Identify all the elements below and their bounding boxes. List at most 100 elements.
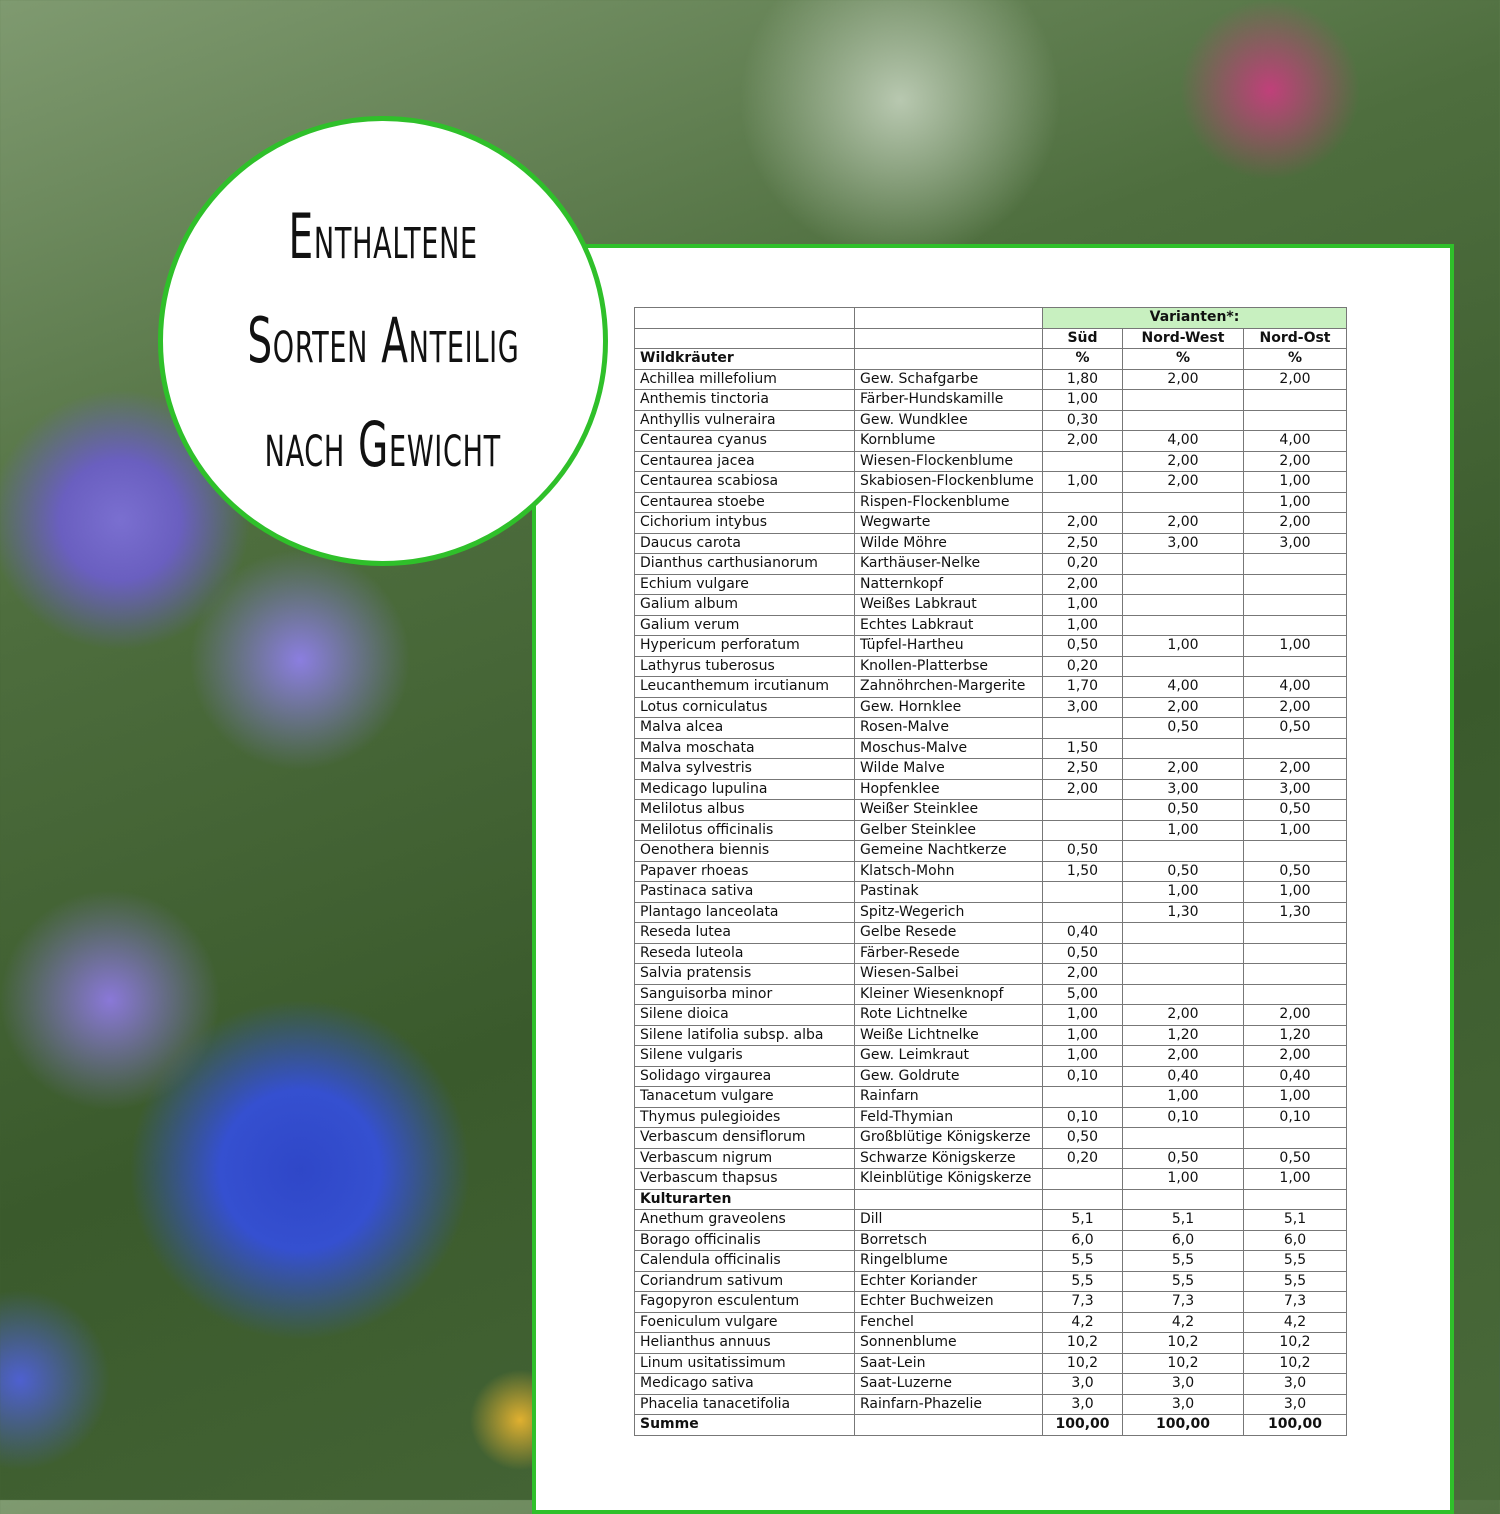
latin-name-cell: Salvia pratensis <box>634 963 855 985</box>
nord-west-value-cell: 0,40 <box>1122 1065 1244 1087</box>
latin-name-cell: Daucus carota <box>634 532 855 554</box>
total-value-cell: 100,00 <box>1243 1414 1347 1436</box>
table-row: Anthemis tinctoria Färber-Hundskamille 1,0… <box>634 389 1347 411</box>
table-row: Pastinaca sativa Pastinak 1,00 1,00 <box>634 881 1347 903</box>
german-name-cell: Knollen-Platterbse <box>854 655 1043 677</box>
nord-west-value-cell: 10,2 <box>1122 1332 1244 1354</box>
sued-value-cell: 10,2 <box>1042 1352 1123 1374</box>
nord-west-value-cell: 5,5 <box>1122 1270 1244 1292</box>
german-name-cell: Färber-Hundskamille <box>854 389 1043 411</box>
table-row: Centaurea scabiosa Skabiosen-Flockenblume… <box>634 471 1347 493</box>
sued-value-cell: 2,00 <box>1042 430 1123 452</box>
sued-value-cell: 3,0 <box>1042 1393 1123 1415</box>
table-row: Phacelia tanacetifolia Rainfarn-Phazelie 3… <box>634 1393 1347 1415</box>
latin-name-cell: Galium album <box>634 594 855 616</box>
nord-west-value-cell: 3,0 <box>1122 1373 1244 1395</box>
nord-ost-value-cell: 0,10 <box>1243 1106 1347 1128</box>
column-header-sued: Süd <box>1042 327 1123 349</box>
german-name-cell: Pastinak <box>854 881 1043 903</box>
german-name-cell: Färber-Resede <box>854 942 1043 964</box>
latin-name-cell: Verbascum nigrum <box>634 1147 855 1169</box>
german-name-cell: Großblütige Königskerze <box>854 1127 1043 1149</box>
empty-cell <box>854 1188 1043 1210</box>
german-name-cell: Karthäuser-Nelke <box>854 553 1043 575</box>
nord-west-value-cell: 1,00 <box>1122 881 1244 903</box>
nord-ost-value-cell: 0,40 <box>1243 1065 1347 1087</box>
latin-name-cell: Centaurea scabiosa <box>634 471 855 493</box>
german-name-cell: Sonnenblume <box>854 1332 1043 1354</box>
table-row: Centaurea jacea Wiesen-Flockenblume 2,00 2,… <box>634 450 1347 472</box>
nord-west-value-cell <box>1122 614 1244 636</box>
latin-name-cell: Plantago lanceolata <box>634 901 855 923</box>
german-name-cell: Gelbe Resede <box>854 922 1043 944</box>
table-row: Foeniculum vulgare Fenchel 4,2 4,2 4,2 <box>634 1311 1347 1333</box>
nord-west-value-cell: 6,0 <box>1122 1229 1244 1251</box>
table-row: Fagopyron esculentum Echter Buchweizen 7,3… <box>634 1291 1347 1313</box>
sued-value-cell <box>1042 1086 1123 1108</box>
table-row: Leucanthemum ircutianum Zahnöhrchen-Marge… <box>634 676 1347 698</box>
table-row: Daucus carota Wilde Möhre 2,50 3,00 3,00 <box>634 532 1347 554</box>
table-row: Verbascum nigrum Schwarze Königskerze 0,20… <box>634 1147 1347 1169</box>
table-row: Verbascum thapsus Kleinblütige Königskerz… <box>634 1168 1347 1190</box>
nord-west-value-cell: 10,2 <box>1122 1352 1244 1374</box>
german-name-cell: Echter Koriander <box>854 1270 1043 1292</box>
table-row: Anethum graveolens Dill 5,1 5,1 5,1 <box>634 1209 1347 1231</box>
nord-ost-value-cell: 5,5 <box>1243 1270 1347 1292</box>
nord-west-value-cell: 2,00 <box>1122 450 1244 472</box>
german-name-cell: Echter Buchweizen <box>854 1291 1043 1313</box>
nord-west-value-cell: 0,10 <box>1122 1106 1244 1128</box>
latin-name-cell: Linum usitatissimum <box>634 1352 855 1374</box>
german-name-cell: Schwarze Königskerze <box>854 1147 1043 1169</box>
total-label: Summe <box>634 1414 855 1436</box>
nord-west-value-cell: 2,00 <box>1122 1045 1244 1067</box>
nord-west-value-cell <box>1122 594 1244 616</box>
table-row: Silene latifolia subsp. alba Weiße Lichtn… <box>634 1024 1347 1046</box>
nord-west-value-cell: 1,00 <box>1122 635 1244 657</box>
latin-name-cell: Pastinaca sativa <box>634 881 855 903</box>
nord-west-value-cell: 7,3 <box>1122 1291 1244 1313</box>
sued-value-cell: 0,10 <box>1042 1065 1123 1087</box>
nord-ost-value-cell <box>1243 963 1347 985</box>
nord-west-value-cell: 3,00 <box>1122 532 1244 554</box>
german-name-cell: Dill <box>854 1209 1043 1231</box>
nord-west-value-cell: 2,00 <box>1122 471 1244 493</box>
latin-name-cell: Phacelia tanacetifolia <box>634 1393 855 1415</box>
nord-ost-value-cell: 4,00 <box>1243 676 1347 698</box>
table-row: Malva moschata Moschus-Malve 1,50 <box>634 737 1347 759</box>
sued-value-cell <box>1042 799 1123 821</box>
german-name-cell: Natternkopf <box>854 573 1043 595</box>
nord-west-value-cell: 0,50 <box>1122 717 1244 739</box>
sued-value-cell: 4,2 <box>1042 1311 1123 1333</box>
nord-west-value-cell: 1,00 <box>1122 1086 1244 1108</box>
nord-west-value-cell <box>1122 737 1244 759</box>
nord-west-value-cell: 0,50 <box>1122 799 1244 821</box>
nord-west-value-cell: 2,00 <box>1122 696 1244 718</box>
sued-value-cell <box>1042 881 1123 903</box>
table-row: Centaurea cyanus Kornblume 2,00 4,00 4,00 <box>634 430 1347 452</box>
section-header-row: Kulturarten <box>634 1188 1347 1210</box>
sued-value-cell: 3,0 <box>1042 1373 1123 1395</box>
german-name-cell: Wilde Malve <box>854 758 1043 780</box>
table-row: Galium verum Echtes Labkraut 1,00 <box>634 614 1347 636</box>
sued-value-cell: 2,50 <box>1042 758 1123 780</box>
table-row: Helianthus annuus Sonnenblume 10,2 10,2 10,2 <box>634 1332 1347 1354</box>
nord-ost-value-cell <box>1243 573 1347 595</box>
german-name-cell: Ringelblume <box>854 1250 1043 1272</box>
nord-ost-value-cell: 1,00 <box>1243 1086 1347 1108</box>
nord-ost-value-cell <box>1243 922 1347 944</box>
empty-cell <box>854 348 1043 370</box>
german-name-cell: Moschus-Malve <box>854 737 1043 759</box>
empty-cell <box>1122 1188 1244 1210</box>
nord-ost-value-cell: 1,00 <box>1243 819 1347 841</box>
sued-value-cell: 1,00 <box>1042 1024 1123 1046</box>
nord-ost-value-cell <box>1243 1127 1347 1149</box>
nord-ost-value-cell: 1,00 <box>1243 471 1347 493</box>
nord-ost-value-cell: 3,0 <box>1243 1393 1347 1415</box>
latin-name-cell: Verbascum densiflorum <box>634 1127 855 1149</box>
nord-west-value-cell <box>1122 655 1244 677</box>
sued-value-cell: 1,00 <box>1042 614 1123 636</box>
german-name-cell: Weißes Labkraut <box>854 594 1043 616</box>
nord-ost-value-cell: 1,00 <box>1243 635 1347 657</box>
nord-west-value-cell: 4,00 <box>1122 430 1244 452</box>
table-row: Oenothera biennis Gemeine Nachtkerze 0,50 <box>634 840 1347 862</box>
